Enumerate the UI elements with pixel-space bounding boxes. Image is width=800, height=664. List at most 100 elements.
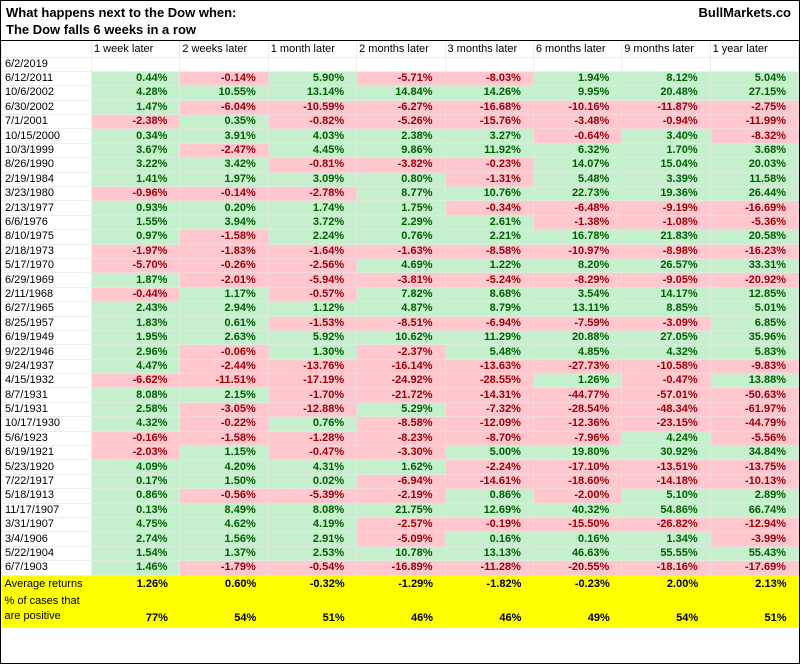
value-cell: -2.19% bbox=[356, 488, 446, 504]
value-cell: -3.82% bbox=[356, 157, 446, 173]
table-row: 2/18/1973 -1.97% -1.83% -1.64% -1.63% -8.58% -… bbox=[1, 243, 799, 259]
value-cell: 2.53% bbox=[267, 545, 358, 562]
value-cell: -1.08% bbox=[621, 214, 711, 231]
value-cell: 0.61% bbox=[179, 315, 269, 331]
value-cell: 21.83% bbox=[621, 229, 711, 245]
table-row: 2/13/1977 0.93% 0.20% 1.74% 1.75% -0.34% -6.48… bbox=[1, 200, 799, 216]
percent-positive-value-cell: 77% bbox=[91, 593, 180, 628]
table-body: 6/2/2019 6/12/2011 0.44% -0.14% 5.90% -5.71% -… bbox=[1, 56, 799, 576]
value-cell: -11.51% bbox=[179, 373, 269, 389]
page-title-line1: What happens next to the Dow when: bbox=[6, 5, 237, 20]
date-cell: 6/29/1969 bbox=[1, 272, 92, 288]
value-cell: -17.19% bbox=[267, 373, 358, 389]
value-cell: -10.97% bbox=[532, 243, 623, 259]
value-cell: 10.76% bbox=[444, 186, 534, 202]
value-cell: 3.42% bbox=[179, 157, 269, 173]
value-cell: 0.20% bbox=[179, 200, 269, 216]
value-cell: -8.32% bbox=[709, 128, 799, 144]
average-value-cell: -1.82% bbox=[445, 574, 534, 594]
value-cell: 34.84% bbox=[709, 445, 799, 461]
value-cell: 5.92% bbox=[267, 329, 358, 346]
value-cell: 1.74% bbox=[267, 200, 358, 216]
average-value-cell: -1.29% bbox=[356, 574, 445, 594]
value-cell: 2.94% bbox=[179, 301, 269, 317]
value-cell: 5.29% bbox=[356, 401, 446, 418]
percent-positive-label: % of cases that are positive bbox=[1, 593, 92, 628]
value-cell: 3.39% bbox=[621, 171, 711, 188]
column-header: 9 months later bbox=[621, 41, 711, 58]
value-cell: 1.26% bbox=[532, 373, 623, 389]
value-cell: 1.95% bbox=[90, 329, 181, 346]
date-cell: 2/19/1984 bbox=[1, 171, 92, 188]
value-cell: -5.71% bbox=[356, 70, 446, 87]
value-cell: 2.38% bbox=[356, 128, 446, 144]
value-cell: -8.29% bbox=[532, 272, 623, 288]
table-row: 8/25/1957 1.83% 0.61% -1.53% -8.51% -6.94% -7.… bbox=[1, 315, 799, 331]
value-cell: -3.09% bbox=[621, 315, 711, 331]
table-row: 3/4/1906 2.74% 1.56% 2.91% -5.09% 0.16% 0.16% 1… bbox=[1, 531, 799, 547]
value-cell: -7.59% bbox=[532, 315, 623, 331]
value-cell: -44.77% bbox=[532, 387, 623, 403]
date-column-header bbox=[1, 41, 92, 58]
column-header: 3 months later bbox=[444, 41, 534, 58]
value-cell: 5.01% bbox=[709, 301, 799, 317]
value-cell: 4.19% bbox=[267, 516, 358, 533]
date-cell: 9/22/1946 bbox=[1, 344, 92, 360]
value-cell: 2.96% bbox=[90, 344, 181, 360]
value-cell: 2.91% bbox=[267, 531, 358, 547]
value-cell: 1.37% bbox=[179, 545, 269, 562]
value-cell: -11.87% bbox=[621, 99, 711, 116]
average-returns-row: Average returns 1.26% 0.60% -0.32% -1.29% -1.… bbox=[1, 574, 799, 594]
value-cell: -2.44% bbox=[179, 358, 269, 375]
value-cell: 5.48% bbox=[444, 344, 534, 360]
table-row: 4/15/1932 -6.62% -11.51% -17.19% -24.92% -28.… bbox=[1, 373, 799, 389]
date-cell: 2/11/1968 bbox=[1, 286, 92, 303]
value-cell: 26.57% bbox=[621, 257, 711, 274]
value-cell: -6.94% bbox=[356, 473, 446, 490]
value-cell: 3.22% bbox=[90, 157, 181, 173]
value-cell: -16.69% bbox=[709, 200, 799, 216]
table-row: 2/11/1968 -0.44% 1.17% -0.57% 7.82% 8.68% 3.54… bbox=[1, 286, 799, 303]
value-cell: -6.04% bbox=[179, 99, 269, 116]
value-cell: 1.15% bbox=[179, 445, 269, 461]
value-cell: 4.32% bbox=[621, 344, 711, 360]
average-value-cell: 1.26% bbox=[91, 574, 180, 594]
percent-positive-value-cell: 49% bbox=[533, 593, 622, 628]
date-cell: 8/7/1931 bbox=[1, 387, 92, 403]
value-cell: 5.90% bbox=[267, 70, 358, 87]
value-cell: -12.36% bbox=[532, 416, 623, 432]
value-cell: -44.79% bbox=[709, 416, 799, 432]
returns-table: 1 week later 2 weeks later 1 month later 2 … bbox=[1, 41, 799, 628]
value-cell: 3.72% bbox=[267, 214, 358, 231]
table-row: 7/1/2001 -2.38% 0.35% -0.82% -5.26% -15.76% -3… bbox=[1, 114, 799, 130]
value-cell: -0.94% bbox=[621, 114, 711, 130]
value-cell: -5.36% bbox=[709, 214, 799, 231]
value-cell: 15.04% bbox=[621, 157, 711, 173]
value-cell: 2.58% bbox=[90, 401, 181, 418]
value-cell: 1.46% bbox=[90, 560, 181, 576]
value-cell: 10.62% bbox=[356, 329, 446, 346]
value-cell: 8.79% bbox=[444, 301, 534, 317]
table-row: 6/19/1921 -2.03% 1.15% -0.47% -3.30% 5.00% 19.… bbox=[1, 445, 799, 461]
value-cell: 3.27% bbox=[444, 128, 534, 144]
value-cell: 4.45% bbox=[267, 142, 358, 159]
table-row: 3/23/1980 -0.96% -0.14% -2.78% 8.77% 10.76% 22… bbox=[1, 186, 799, 202]
value-cell: 12.69% bbox=[444, 502, 534, 519]
value-cell: 40.32% bbox=[532, 502, 623, 519]
value-cell: 1.56% bbox=[179, 531, 269, 547]
value-cell: 5.00% bbox=[444, 445, 534, 461]
date-cell: 5/6/1923 bbox=[1, 430, 92, 447]
value-cell: -2.75% bbox=[709, 99, 799, 116]
value-cell: -7.96% bbox=[532, 430, 623, 447]
date-cell: 2/18/1973 bbox=[1, 243, 92, 259]
percent-positive-value-cell: 51% bbox=[710, 593, 799, 628]
value-cell: 8.12% bbox=[621, 70, 711, 87]
date-cell: 10/15/2000 bbox=[1, 128, 92, 144]
table-row: 10/15/2000 0.34% 3.91% 4.03% 2.38% 3.27% -0.64… bbox=[1, 128, 799, 144]
value-cell: 0.02% bbox=[267, 473, 358, 490]
value-cell: -5.70% bbox=[90, 257, 181, 274]
value-cell: 0.16% bbox=[444, 531, 534, 547]
table-row: 6/30/2002 1.47% -6.04% -10.59% -6.27% -16.68%… bbox=[1, 99, 799, 116]
value-cell: 3.67% bbox=[90, 142, 181, 159]
value-cell: -0.44% bbox=[90, 286, 181, 303]
